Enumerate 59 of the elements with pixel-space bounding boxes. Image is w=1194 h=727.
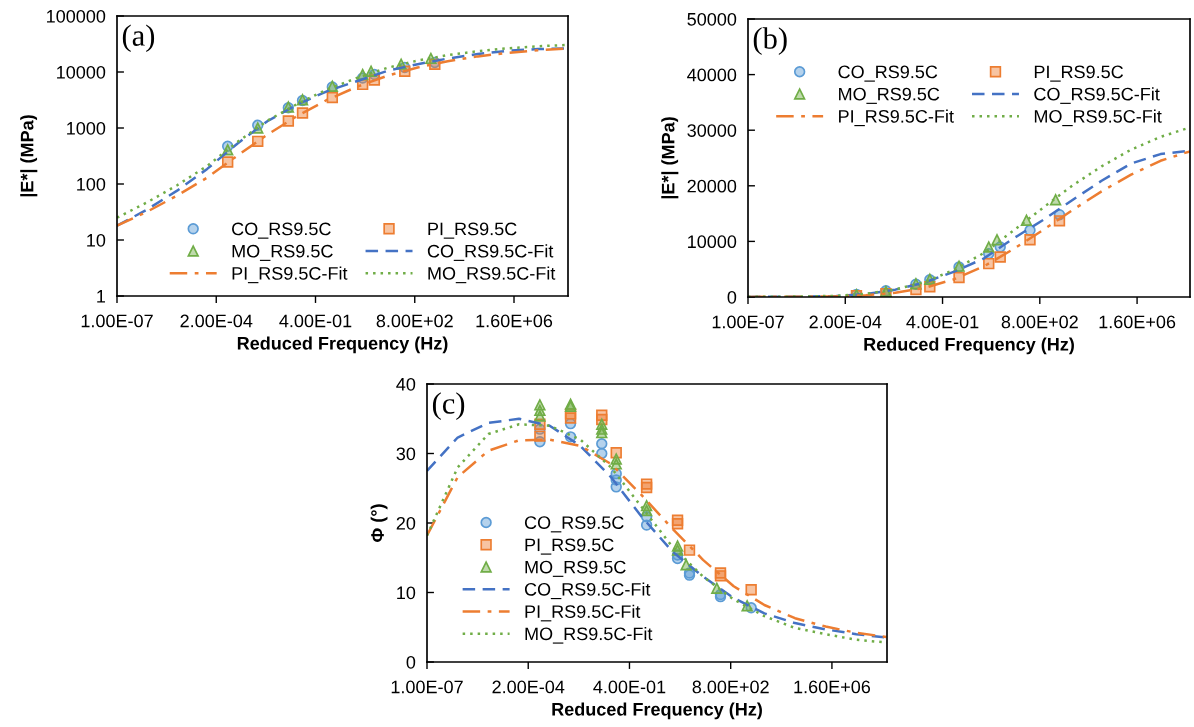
legend-label: PI_RS9.5C	[525, 538, 614, 555]
y-tick-label: 0	[727, 290, 737, 304]
y-tick-label: 10	[397, 586, 416, 600]
legend-label: MO_RS9.5C	[232, 244, 333, 261]
legend-label: PI_RS9.5C	[1034, 65, 1124, 82]
legend-label: CO_RS9.5C	[524, 516, 624, 533]
x-tick-label: 4.00E-01	[279, 314, 352, 328]
x-tick-label: 1.00E-07	[712, 315, 784, 329]
y-tick-label: 10000	[688, 235, 737, 249]
legend-label: CO_RS9.5C-Fit	[427, 244, 554, 261]
y-tick-label: 40	[396, 377, 416, 391]
y-tick-label: 100	[77, 177, 106, 191]
legend-label: MO_RS9.5C-Fit	[1034, 109, 1162, 127]
x-tick-label: 1.00E-07	[391, 680, 463, 694]
legend-label: CO_RS9.5C-Fit	[1034, 87, 1160, 104]
y-tick-label: 50000	[687, 12, 737, 26]
legend-label: PI_RS9.5C	[428, 222, 517, 239]
y-axis-title: |E*| (MPa)	[20, 115, 38, 197]
legend-label: MO_RS9.5C-Fit	[525, 626, 653, 644]
legend-label: PI_RS9.5C-Fit	[525, 604, 641, 622]
x-tick-label: 1.60E+06	[1099, 315, 1176, 329]
x-tick-label: 4.00E-01	[593, 680, 666, 694]
y-tick-label: 20	[396, 516, 416, 530]
legend-label: CO_RS9.5C	[232, 222, 331, 239]
x-axis-title: Reduced Frequency (Hz)	[237, 336, 448, 354]
legend-label: CO_RS9.5C	[838, 65, 938, 82]
legend-label: MO_RS9.5C-Fit	[428, 266, 556, 284]
x-tick-label: 4.00E-01	[906, 315, 979, 329]
legend-label: MO_RS9.5C	[839, 87, 940, 104]
y-tick-label: 40000	[687, 68, 737, 82]
legend-label: PI_RS9.5C-Fit	[232, 266, 348, 284]
x-tick-label: 2.00E-04	[180, 314, 253, 328]
annotation: (b)	[753, 27, 787, 56]
x-axis-title: Reduced Frequency (Hz)	[864, 337, 1074, 355]
legend-label: MO_RS9.5C	[525, 560, 626, 577]
x-tick-label: 8.00E+02	[1001, 315, 1078, 329]
y-tick-label: 20000	[687, 179, 737, 193]
x-tick-label: 1.00E-07	[81, 314, 153, 328]
y-tick-label: 1	[97, 290, 106, 303]
y-tick-label: 10000	[57, 65, 106, 79]
x-tick-label: 2.00E-04	[492, 680, 565, 694]
y-tick-label: 1000	[67, 121, 106, 135]
x-tick-label: 2.00E-04	[809, 315, 882, 329]
y-axis-title: |E*| (MPa)	[661, 117, 679, 199]
y-tick-label: 100000	[47, 9, 106, 23]
x-tick-label: 1.60E+06	[476, 314, 553, 328]
y-tick-label: 30	[396, 447, 416, 461]
x-tick-label: 1.60E+06	[794, 680, 871, 694]
x-tick-label: 8.00E+02	[692, 680, 769, 694]
annotation: (c)	[432, 392, 465, 421]
legend-label: PI_RS9.5C-Fit	[839, 109, 954, 127]
y-tick-label: 0	[406, 655, 416, 669]
annotation: (a)	[122, 24, 155, 53]
legend-label: CO_RS9.5C-Fit	[524, 582, 651, 600]
x-tick-label: 8.00E+02	[376, 314, 453, 328]
y-tick-label: 10	[87, 233, 106, 247]
y-axis-title: Φ (°)	[370, 504, 388, 542]
y-tick-label: 30000	[687, 124, 737, 137]
x-axis-title: Reduced Frequency (Hz)	[552, 702, 762, 720]
